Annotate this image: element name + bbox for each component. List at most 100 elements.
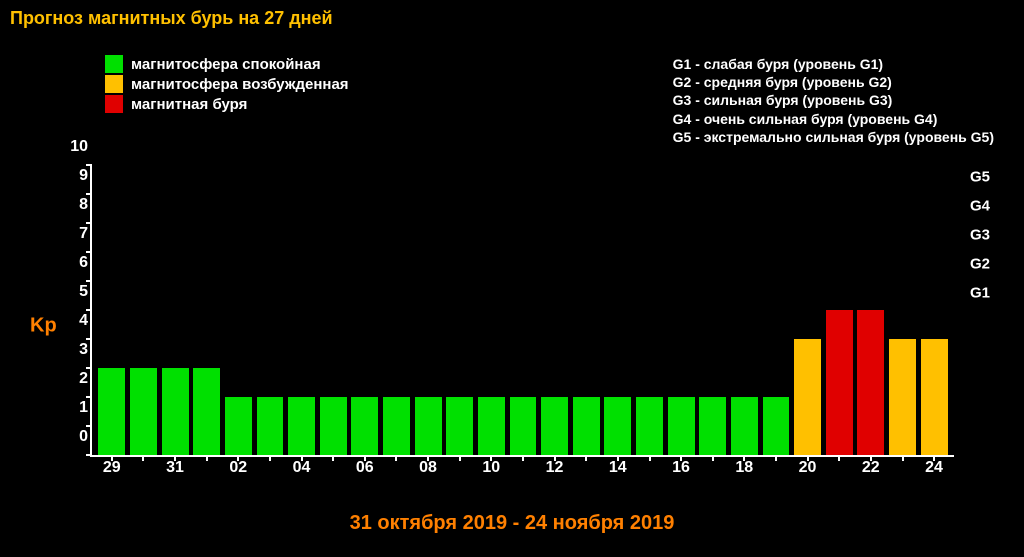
x-tick-label bbox=[444, 459, 476, 483]
bar-slot bbox=[918, 165, 950, 455]
bar bbox=[351, 397, 378, 455]
y-tick-mark bbox=[86, 280, 92, 282]
x-tick-label: 02 bbox=[223, 459, 255, 483]
legend-swatch bbox=[105, 75, 123, 93]
x-tick-mark bbox=[111, 455, 113, 461]
x-tick-label: 14 bbox=[602, 459, 634, 483]
x-tick-label bbox=[507, 459, 539, 483]
x-tick-mark bbox=[838, 455, 840, 461]
bar bbox=[604, 397, 631, 455]
bar-slot bbox=[823, 165, 855, 455]
x-tick-mark bbox=[870, 455, 872, 461]
bar bbox=[446, 397, 473, 455]
legend-label: магнитосфера возбужденная bbox=[131, 76, 349, 93]
bar bbox=[225, 397, 252, 455]
y-tick-mark bbox=[86, 251, 92, 253]
x-tick-mark bbox=[775, 455, 777, 461]
bars-container bbox=[92, 165, 954, 455]
x-tick-mark bbox=[554, 455, 556, 461]
bar bbox=[826, 310, 853, 455]
bar-slot bbox=[412, 165, 444, 455]
x-ticks: 2931020406081012141618202224 bbox=[92, 459, 954, 483]
legend-swatch bbox=[105, 95, 123, 113]
bar-slot bbox=[444, 165, 476, 455]
bar bbox=[415, 397, 442, 455]
y-tick-mark bbox=[86, 193, 92, 195]
x-tick-mark bbox=[237, 455, 239, 461]
x-tick-label: 04 bbox=[286, 459, 318, 483]
x-tick-label: 12 bbox=[539, 459, 571, 483]
bar-slot bbox=[254, 165, 286, 455]
bar-slot bbox=[602, 165, 634, 455]
x-tick-mark bbox=[395, 455, 397, 461]
legend-item: магнитосфера возбужденная bbox=[105, 75, 349, 93]
bar bbox=[668, 397, 695, 455]
x-tick-mark bbox=[364, 455, 366, 461]
y-tick-label: 2 bbox=[60, 370, 88, 388]
bar bbox=[699, 397, 726, 455]
legend-item: магнитосфера спокойная bbox=[105, 55, 349, 73]
x-tick-label bbox=[634, 459, 666, 483]
plot-area: 2931020406081012141618202224 01234567891… bbox=[90, 165, 954, 457]
x-tick-label: 08 bbox=[412, 459, 444, 483]
x-tick-mark bbox=[902, 455, 904, 461]
y-tick-mark bbox=[86, 309, 92, 311]
x-tick-label bbox=[381, 459, 413, 483]
y-tick-label: 9 bbox=[60, 167, 88, 185]
bar-slot bbox=[159, 165, 191, 455]
x-tick-label: 10 bbox=[476, 459, 508, 483]
g-level-label: G2 bbox=[970, 256, 990, 273]
x-tick-mark bbox=[743, 455, 745, 461]
bar bbox=[889, 339, 916, 455]
x-tick-label: 06 bbox=[349, 459, 381, 483]
x-tick-mark bbox=[206, 455, 208, 461]
x-tick-label: 24 bbox=[918, 459, 950, 483]
g-level-label: G1 bbox=[970, 285, 990, 302]
x-tick-mark bbox=[933, 455, 935, 461]
bar bbox=[320, 397, 347, 455]
x-tick-label: 18 bbox=[729, 459, 761, 483]
x-tick-label bbox=[570, 459, 602, 483]
x-tick-label: 22 bbox=[855, 459, 887, 483]
bar-slot bbox=[223, 165, 255, 455]
legend-label: магнитосфера спокойная bbox=[131, 56, 321, 73]
bar bbox=[731, 397, 758, 455]
y-tick-label: 1 bbox=[60, 399, 88, 417]
bar-slot bbox=[792, 165, 824, 455]
bar-slot bbox=[381, 165, 413, 455]
bar-slot bbox=[855, 165, 887, 455]
bar bbox=[288, 397, 315, 455]
y-tick-mark bbox=[86, 396, 92, 398]
y-tick-label: 4 bbox=[60, 312, 88, 330]
date-range-label: 31 октября 2019 - 24 ноября 2019 bbox=[0, 512, 1024, 535]
legend-label: магнитная буря bbox=[131, 96, 247, 113]
y-tick-label: 0 bbox=[60, 428, 88, 446]
y-tick-label: 10 bbox=[60, 138, 88, 156]
bar-slot bbox=[697, 165, 729, 455]
bar bbox=[636, 397, 663, 455]
y-tick-label: 3 bbox=[60, 341, 88, 359]
bar-slot bbox=[539, 165, 571, 455]
bar bbox=[478, 397, 505, 455]
x-tick-mark bbox=[427, 455, 429, 461]
x-tick-label bbox=[191, 459, 223, 483]
x-tick-label bbox=[823, 459, 855, 483]
bar-slot bbox=[507, 165, 539, 455]
bar-slot bbox=[286, 165, 318, 455]
bar bbox=[98, 368, 125, 455]
bar bbox=[162, 368, 189, 455]
x-tick-mark bbox=[807, 455, 809, 461]
x-tick-mark bbox=[269, 455, 271, 461]
y-tick-mark bbox=[86, 164, 92, 166]
y-tick-mark bbox=[86, 454, 92, 456]
bar bbox=[257, 397, 284, 455]
y-axis-label: Kp bbox=[30, 315, 57, 338]
y-tick-mark bbox=[86, 338, 92, 340]
gscale-line: G5 - экстремально сильная буря (уровень … bbox=[673, 128, 994, 146]
bar bbox=[130, 368, 157, 455]
bar-slot bbox=[665, 165, 697, 455]
bar-slot bbox=[191, 165, 223, 455]
x-tick-label bbox=[317, 459, 349, 483]
x-tick-mark bbox=[301, 455, 303, 461]
x-tick-label: 20 bbox=[792, 459, 824, 483]
